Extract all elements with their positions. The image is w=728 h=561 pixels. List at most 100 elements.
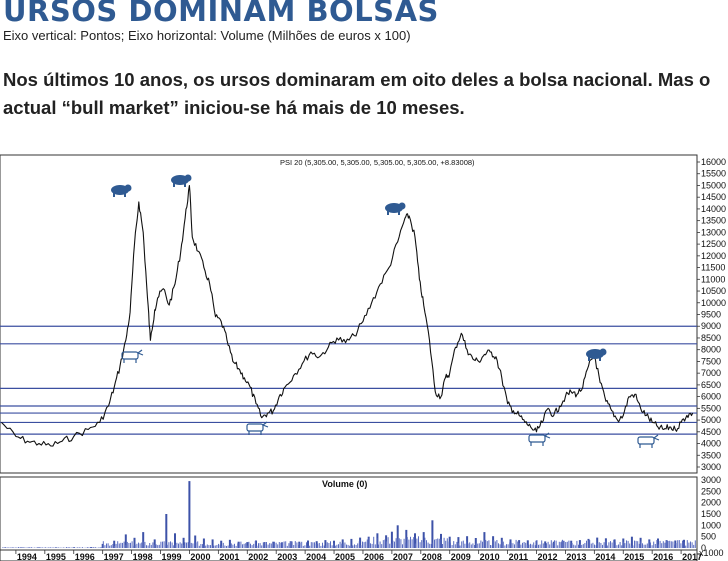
volume-bar [693, 544, 695, 548]
volume-bar [219, 544, 221, 548]
volume-bar [622, 541, 624, 548]
volume-bar [40, 547, 42, 548]
volume-bar [426, 540, 427, 548]
volume-bar [288, 543, 290, 548]
volume-bar [446, 538, 448, 548]
volume-bar [256, 545, 258, 548]
volume-bar [493, 540, 495, 548]
volume-bar [400, 539, 402, 548]
y-tick-label: 9500 [701, 310, 721, 320]
volume-bar [630, 536, 633, 548]
volume-bar [381, 544, 383, 548]
volume-bar [435, 539, 437, 548]
volume-bar [234, 543, 235, 548]
volume-bar [45, 547, 47, 548]
volume-bar [458, 542, 459, 548]
volume-bar [170, 541, 171, 548]
volume-bar [296, 542, 298, 548]
volume-bar [339, 541, 341, 548]
volume-bar [230, 543, 232, 548]
volume-bar [509, 542, 511, 548]
volume-bar [581, 544, 583, 548]
volume-bar [552, 543, 554, 548]
volume-bar [8, 547, 10, 548]
volume-bar [350, 538, 353, 548]
volume-bar [11, 547, 13, 548]
volume-bar [558, 541, 560, 548]
volume-bar [29, 547, 31, 548]
volume-bar [602, 544, 603, 548]
volume-bar [626, 540, 627, 548]
volume-bar [162, 541, 163, 548]
volume-bar [682, 540, 683, 548]
volume-bar [661, 543, 663, 548]
volume-bar [16, 547, 18, 548]
volume-bar [411, 539, 413, 548]
volume-bar [611, 542, 613, 548]
volume-bar [299, 543, 301, 548]
volume-bar [314, 542, 315, 548]
volume-bar [477, 543, 479, 548]
x-tick-label: 2010 [480, 552, 500, 561]
volume-bar [221, 545, 223, 548]
x-tick-label: 1999 [162, 552, 182, 561]
volume-bar [325, 545, 327, 548]
volume-bar [338, 544, 339, 548]
volume-bar [616, 545, 618, 548]
volume-bar [328, 543, 330, 548]
volume-bar [90, 547, 91, 548]
volume-bar [670, 541, 672, 548]
volume-bar [18, 547, 19, 548]
headline: URSOS DOMINAM BOLSAS [3, 0, 439, 28]
volume-bar [488, 540, 490, 548]
volume-bar [78, 547, 80, 548]
volume-bar [5, 547, 7, 548]
volume-bar [395, 538, 397, 548]
volume-bar [184, 542, 186, 548]
y-tick-label: 14000 [701, 204, 726, 214]
volume-bar [74, 547, 75, 548]
volume-bar [246, 542, 249, 548]
volume-bar [606, 545, 608, 548]
volume-bar [246, 545, 248, 548]
volume-bar [90, 547, 93, 548]
volume-bar [445, 540, 447, 548]
volume-y-tick-label: 1000 [701, 520, 721, 530]
volume-bar [416, 538, 418, 548]
volume-bar [368, 537, 370, 548]
volume-bar [210, 545, 211, 548]
volume-bar [155, 544, 157, 548]
volume-bar [53, 547, 55, 548]
volume-bar [178, 543, 179, 548]
volume-bar [499, 544, 501, 548]
volume-bar [138, 542, 139, 548]
volume-bar [14, 547, 16, 548]
volume-bar [557, 545, 559, 548]
volume-bar [491, 545, 493, 548]
volume-bar [208, 545, 210, 548]
y-tick-label: 7500 [701, 356, 721, 366]
volume-bar [114, 545, 115, 548]
volume-bar [410, 536, 411, 548]
volume-bar [229, 545, 231, 548]
volume-bar [370, 543, 371, 548]
volume-bar [82, 547, 83, 548]
volume-bar [357, 543, 359, 548]
volume-bar [413, 537, 415, 548]
volume-bar [474, 538, 477, 548]
volume-bar [2, 547, 3, 548]
volume-bar [396, 525, 399, 548]
volume-bar [106, 543, 107, 548]
volume-bar [462, 540, 464, 548]
volume-bar [542, 543, 544, 548]
volume-bar [146, 545, 147, 548]
volume-bar [514, 544, 515, 548]
volume-bar [274, 541, 275, 548]
volume-bar [501, 540, 503, 548]
volume-bar [213, 545, 215, 548]
volume-bar [88, 547, 90, 548]
volume-bar [552, 541, 555, 548]
volume-bar [107, 543, 109, 548]
volume-bar [690, 541, 691, 548]
volume-bar [454, 544, 456, 548]
